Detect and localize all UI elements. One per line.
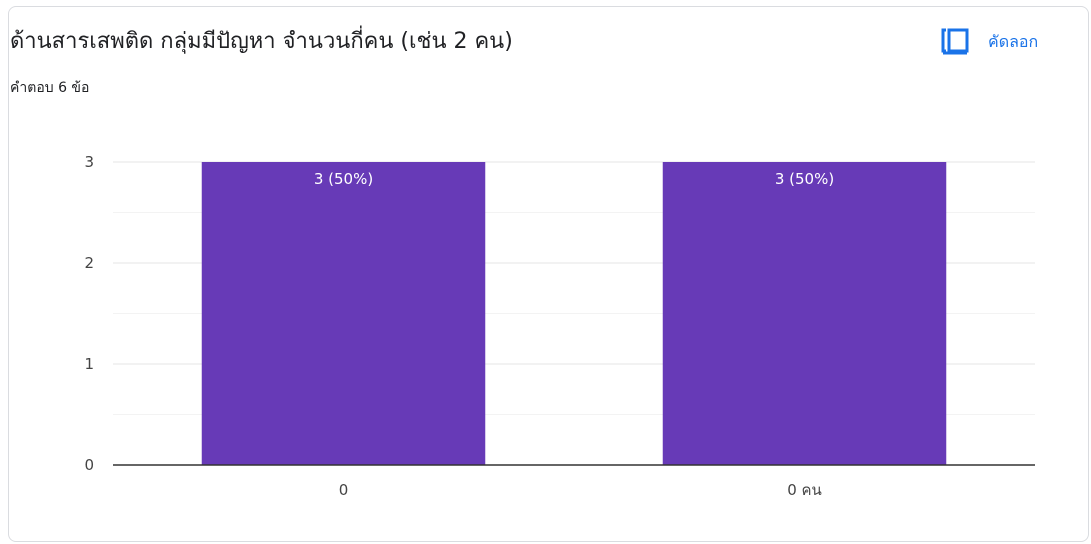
copy-chart-button[interactable]: คัดลอก [940,24,1038,60]
y-tick-label: 0 [84,456,94,474]
question-title: ด้านสารเสพติด กลุ่มมีปัญหา จำนวนกี่คน (เ… [10,29,513,54]
y-tick-label: 2 [84,254,94,272]
response-count: คำตอบ 6 ข้อ [10,80,90,96]
x-tick-label: 0 [339,481,349,499]
y-tick-label: 3 [84,153,94,171]
x-tick-label: 0 คน [787,481,822,499]
copy-icon [941,28,969,55]
bar [662,162,947,465]
copy-label: คัดลอก [988,31,1039,51]
y-tick-label: 1 [84,355,94,373]
data-label: 3 (50%) [314,170,373,188]
bar [201,162,486,465]
data-label: 3 (50%) [775,170,834,188]
